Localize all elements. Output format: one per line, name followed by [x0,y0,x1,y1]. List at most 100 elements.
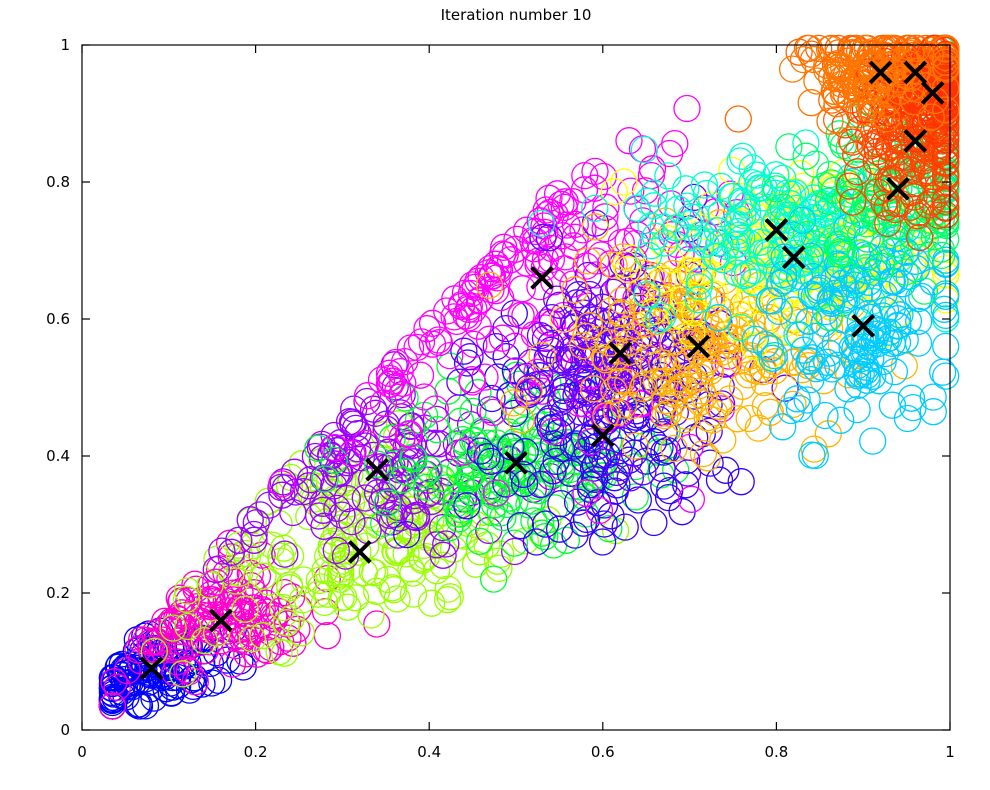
data-point [449,438,478,466]
data-point [815,303,843,331]
data-point [492,314,520,343]
data-point [798,344,826,372]
data-point [214,617,242,645]
data-point [614,368,642,397]
centroid-marker-14 [903,60,928,85]
data-point [891,258,919,286]
data-point [151,607,179,635]
data-point [710,308,738,337]
data-point [791,248,820,277]
data-point [404,406,433,435]
data-point [174,612,202,641]
data-point [862,72,890,100]
data-point [629,458,657,486]
data-point [436,352,464,380]
data-point [880,358,909,386]
chart-title: Iteration number 10 [441,6,592,24]
data-point [744,414,772,442]
centroid-marker-12 [886,177,910,201]
data-point [765,297,793,326]
data-point [495,484,523,512]
data-point [799,262,827,291]
centroid-marker-6 [530,266,554,290]
data-point [871,296,900,324]
data-point [275,471,304,500]
data-point [196,571,224,599]
data-point [677,203,705,231]
data-point [309,464,338,492]
data-point [689,439,718,468]
data-point [311,597,340,626]
data-point [645,405,673,434]
data-point [615,446,643,474]
data-point [403,333,431,362]
data-point [600,178,628,206]
data-point [565,364,593,392]
data-point [392,540,420,568]
data-point [616,464,644,492]
points-layer [98,34,960,720]
data-point [856,132,885,160]
x-tick-label: 0.6 [591,743,615,761]
data-point [654,162,682,190]
data-point [739,256,768,285]
data-point [881,69,909,98]
data-point [662,378,690,406]
data-point [208,537,236,565]
data-point [816,107,844,135]
data-point [685,257,714,285]
data-point [825,252,853,280]
data-point [897,384,926,412]
data-point [523,358,551,386]
data-point [690,171,719,199]
data-point [527,209,556,238]
data-point [394,420,422,449]
data-point [881,195,909,224]
data-point [789,45,818,74]
data-point [147,664,175,692]
data-point [905,307,933,335]
data-point [410,460,438,488]
data-point [672,175,700,203]
data-point [236,559,264,587]
data-point [903,202,931,230]
data-point [267,547,295,575]
data-point [727,187,756,215]
data-point [413,473,441,502]
data-point [741,325,769,354]
data-point [823,250,852,278]
data-point [238,625,267,653]
data-point [575,312,603,340]
data-point [433,586,462,614]
data-point [830,284,858,312]
data-point [659,328,687,356]
data-point [322,536,350,565]
data-point [272,609,301,637]
data-point [255,568,283,596]
data-point [788,206,817,234]
data-point [932,35,960,63]
data-point [853,366,881,394]
data-point [221,631,250,660]
data-point [681,423,709,452]
data-point [410,383,438,411]
data-point [314,542,342,570]
data-point [617,244,645,272]
data-point [747,287,776,316]
data-point [856,53,885,81]
data-point [393,520,421,549]
data-point [331,542,360,570]
data-point [396,334,425,362]
data-point [249,562,277,590]
data-point [645,284,674,312]
data-point [670,406,698,434]
data-point [527,508,555,537]
data-point [614,255,642,284]
data-point [756,335,784,363]
data-point [826,240,854,268]
data-point [651,367,679,395]
data-point [857,167,885,196]
data-point [222,623,250,651]
data-point [169,660,197,688]
centroid-marker-9 [781,245,806,270]
